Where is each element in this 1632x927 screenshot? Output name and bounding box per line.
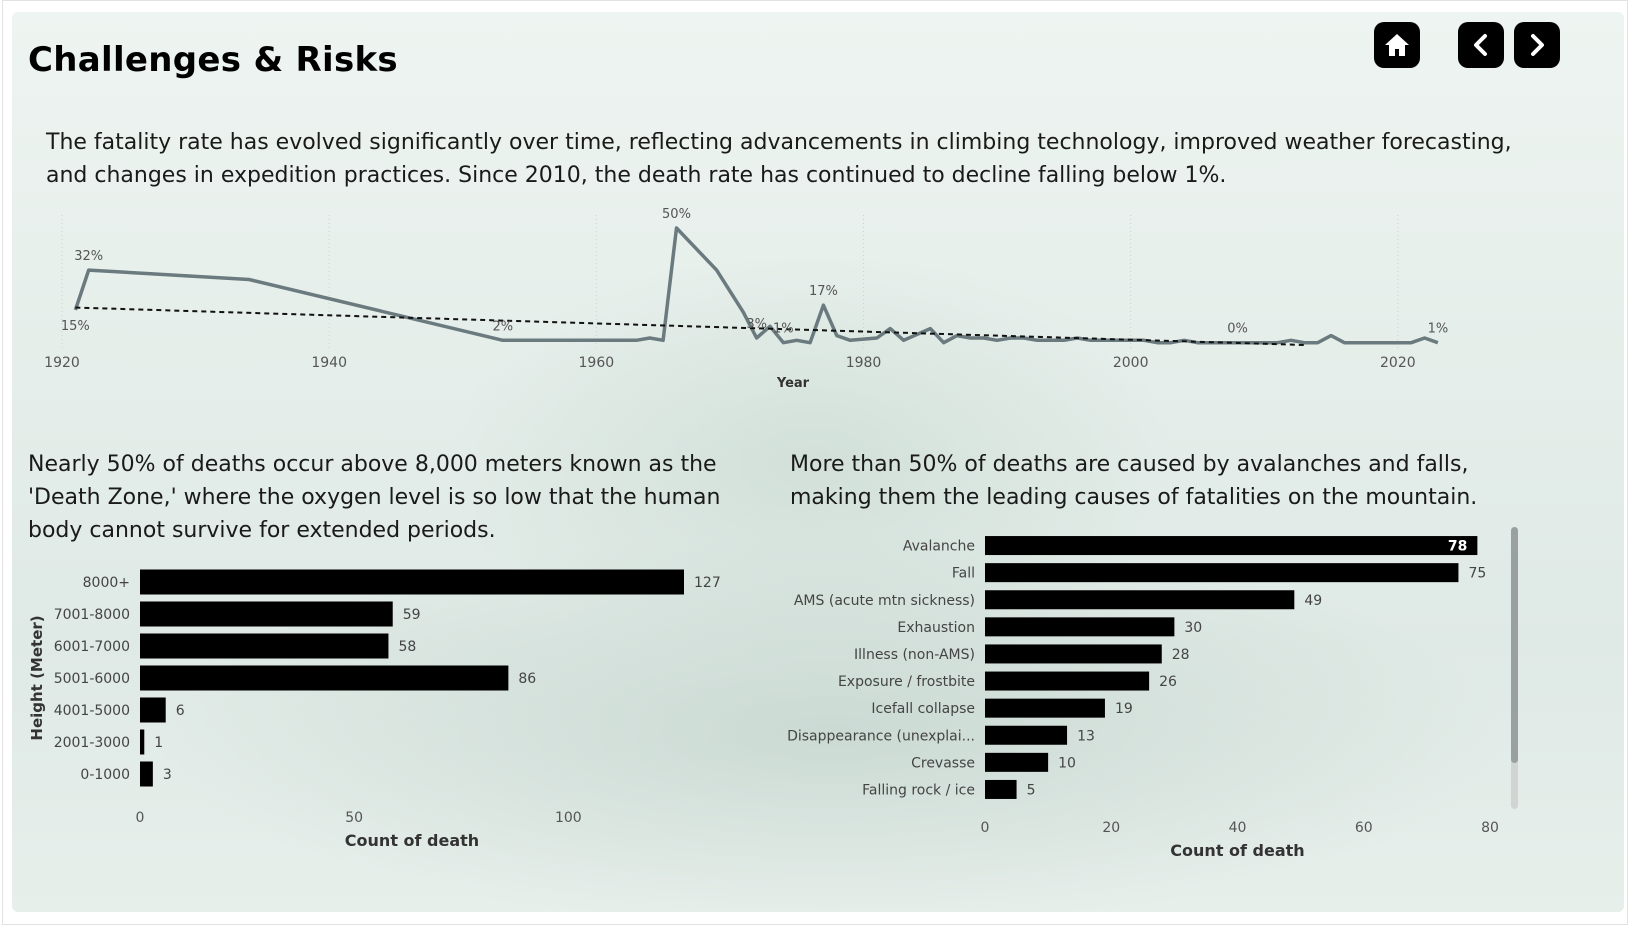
bar bbox=[985, 698, 1105, 718]
home-button[interactable] bbox=[1374, 22, 1420, 68]
page-title: Challenges & Risks bbox=[28, 40, 398, 80]
data-label: 86 bbox=[518, 671, 536, 687]
category-label: Avalanche bbox=[903, 539, 975, 555]
category-label: Exposure / frostbite bbox=[838, 674, 975, 690]
fatality-rate-line bbox=[73, 226, 1439, 345]
category-label: 5001-6000 bbox=[54, 671, 130, 687]
category-label: 2001-3000 bbox=[54, 735, 130, 751]
x-tick-label: 80 bbox=[1481, 820, 1499, 836]
category-label: 6001-7000 bbox=[54, 639, 130, 655]
x-tick-label: 1940 bbox=[311, 355, 347, 371]
mountain-background bbox=[12, 12, 1624, 912]
data-label: 30 bbox=[1184, 620, 1202, 636]
bar bbox=[140, 665, 509, 691]
data-label: 5 bbox=[1027, 782, 1036, 798]
bar bbox=[985, 752, 1049, 772]
category-label: Disappearance (unexplai... bbox=[787, 728, 975, 744]
home-icon bbox=[1385, 34, 1409, 56]
next-button[interactable] bbox=[1514, 22, 1560, 68]
bar bbox=[140, 601, 393, 627]
data-label: 13 bbox=[1077, 728, 1095, 744]
trend-line bbox=[75, 306, 1305, 346]
y-axis-title: Height (Meter) bbox=[28, 615, 46, 740]
height-narrative: Nearly 50% of deaths occur above 8,000 m… bbox=[28, 452, 721, 543]
data-label: 17% bbox=[809, 284, 838, 299]
x-tick-label: 40 bbox=[1229, 820, 1247, 836]
x-tick-label: 20 bbox=[1102, 820, 1120, 836]
bar bbox=[985, 536, 1478, 556]
data-label: 78 bbox=[1448, 539, 1467, 555]
data-label: 15% bbox=[61, 319, 90, 334]
data-label: 59 bbox=[403, 607, 421, 623]
deaths-by-cause-bar-chart: Avalanche 78 Fall 75 AMS (acute mtn sickness… bbox=[787, 527, 1518, 860]
data-label: 50% bbox=[662, 207, 691, 222]
x-tick-label: 1920 bbox=[44, 355, 80, 371]
bar bbox=[140, 633, 389, 659]
data-label: 1% bbox=[773, 322, 794, 337]
data-label: 3 bbox=[163, 767, 172, 783]
category-label: 0-1000 bbox=[80, 767, 130, 783]
data-label: 10 bbox=[1058, 755, 1076, 771]
bar bbox=[985, 563, 1459, 583]
x-tick-label: 0 bbox=[981, 820, 990, 836]
data-label: 0% bbox=[1227, 322, 1248, 337]
bar bbox=[985, 617, 1175, 637]
bar bbox=[985, 644, 1162, 664]
x-axis-title: Year bbox=[776, 376, 810, 391]
category-label: Crevasse bbox=[911, 755, 975, 771]
data-label: 2% bbox=[493, 319, 514, 334]
category-label: Falling rock / ice bbox=[862, 782, 975, 798]
data-label: 58 bbox=[398, 639, 416, 655]
category-label: Icefall collapse bbox=[871, 701, 975, 717]
x-tick-label: 2020 bbox=[1380, 355, 1416, 371]
data-label: 75 bbox=[1468, 566, 1486, 582]
bar bbox=[140, 569, 684, 595]
x-tick-label: 50 bbox=[345, 810, 363, 826]
bar bbox=[985, 590, 1295, 610]
bar bbox=[140, 729, 145, 755]
chevron-right-icon bbox=[1531, 34, 1544, 56]
data-label: 1 bbox=[154, 735, 163, 751]
x-tick-label: 0 bbox=[136, 810, 145, 826]
fatality-rate-line-chart: 15% 32% 2% 50% 3% 1% 17% 0% 1% 1920 1940 1960 1980 20… bbox=[44, 207, 1449, 391]
category-label: Fall bbox=[952, 566, 975, 582]
data-label: 3% bbox=[746, 317, 767, 332]
bar bbox=[985, 671, 1150, 691]
bar bbox=[985, 725, 1068, 745]
data-label: 32% bbox=[74, 249, 103, 264]
x-axis-title: Count of death bbox=[345, 831, 479, 850]
category-label: 4001-5000 bbox=[54, 703, 130, 719]
data-label: 1% bbox=[1428, 322, 1449, 337]
previous-button[interactable] bbox=[1458, 22, 1504, 68]
x-tick-label: 2000 bbox=[1113, 355, 1149, 371]
bar bbox=[985, 779, 1017, 799]
data-label: 28 bbox=[1172, 647, 1190, 663]
deaths-by-height-bar-chart: 8000+ 127 7001-8000 59 6001-7000 58 5001-6000 8… bbox=[28, 569, 721, 850]
category-label: Exhaustion bbox=[897, 620, 975, 636]
data-label: 19 bbox=[1115, 701, 1133, 717]
chevron-left-icon bbox=[1474, 34, 1487, 56]
bar bbox=[140, 761, 153, 787]
scrollbar-thumb[interactable] bbox=[1511, 527, 1518, 763]
data-label: 127 bbox=[694, 575, 721, 591]
category-label: Illness (non-AMS) bbox=[854, 647, 975, 663]
data-label: 26 bbox=[1159, 674, 1177, 690]
data-label: 6 bbox=[176, 703, 185, 719]
x-tick-label: 1980 bbox=[846, 355, 882, 371]
category-label: AMS (acute mtn sickness) bbox=[794, 593, 975, 609]
x-axis-title: Count of death bbox=[1170, 841, 1304, 860]
x-tick-label: 100 bbox=[555, 810, 582, 826]
cause-narrative: More than 50% of deaths are caused by av… bbox=[790, 452, 1478, 510]
data-label: 49 bbox=[1304, 593, 1322, 609]
intro-narrative: The fatality rate has evolved significan… bbox=[46, 130, 1512, 188]
bar bbox=[140, 697, 166, 723]
x-tick-label: 60 bbox=[1355, 820, 1373, 836]
x-tick-label: 1960 bbox=[579, 355, 615, 371]
category-label: 8000+ bbox=[83, 575, 130, 591]
category-label: 7001-8000 bbox=[54, 607, 130, 623]
